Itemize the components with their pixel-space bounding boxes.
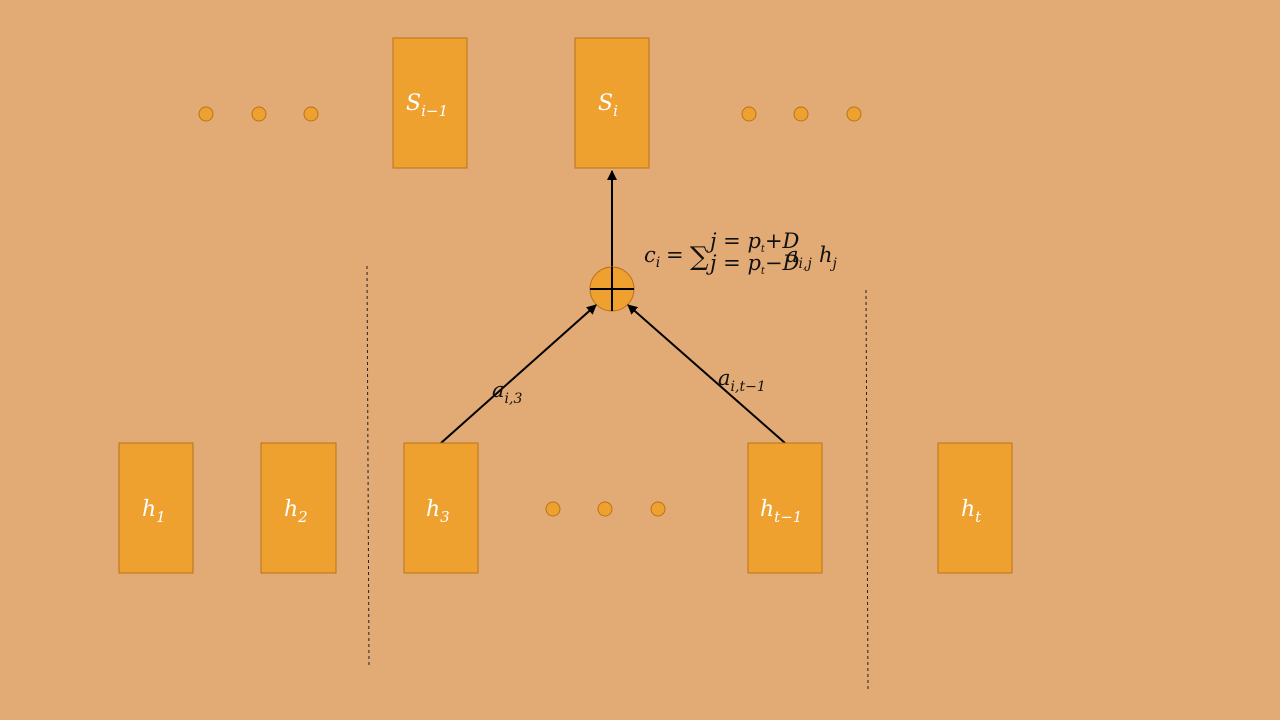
encoder-state-h1: h1 (118, 442, 194, 574)
window-left-boundary (366, 265, 370, 667)
formula-upper-limit: j = pt+D (706, 229, 800, 255)
encoder-state-h2-label: h2 (284, 497, 308, 526)
encoder-state-h-t-minus-1: ht−1 (747, 442, 823, 574)
formula-weight-term: ai,j (786, 243, 812, 272)
ellipsis-dot-icon (303, 106, 319, 122)
decoder-state-current-label: Si (598, 91, 618, 120)
ellipsis-dot-icon (650, 501, 666, 517)
ellipsis-dot-icon (793, 106, 809, 122)
formula-lower-limit: j = pt−D (706, 251, 800, 277)
decoder-state-prev: Si−1 (392, 37, 468, 169)
circle-plus-icon (589, 266, 635, 312)
encoder-state-h-t-label: ht (961, 497, 982, 526)
encoder-state-h3-label: h3 (426, 497, 450, 526)
encoder-state-h-t-minus-1-label: ht−1 (760, 497, 802, 526)
encoder-state-h1-label: h1 (142, 497, 166, 526)
formula-lhs: ci (644, 243, 660, 271)
weight-label-left: ai,3 (492, 378, 522, 407)
formula-equals: = (666, 243, 684, 267)
formula-sum-symbol: ∑ (690, 242, 709, 272)
decoder-state-current: Si (574, 37, 650, 169)
weight-label-right: ai,t−1 (718, 366, 766, 395)
ellipsis-dot-icon (251, 106, 267, 122)
encoder-state-h2: h2 (260, 442, 337, 574)
decoder-state-prev-label: Si−1 (406, 91, 448, 120)
ellipsis-dot-icon (846, 106, 862, 122)
formula-hidden-term: hj (819, 243, 838, 272)
ellipsis-dot-icon (741, 106, 757, 122)
context-formula: ci = ∑ j = pt+D j = pt−D ai,j hj (644, 229, 838, 277)
encoder-state-h3: h3 (403, 442, 479, 574)
ellipsis-dot-icon (597, 501, 613, 517)
ellipsis-dot-icon (545, 501, 561, 517)
window-right-boundary (865, 289, 869, 691)
ellipsis-dot-icon (198, 106, 214, 122)
attention-arrow-left (440, 304, 597, 444)
attention-arrow-right (627, 304, 786, 444)
encoder-state-h-t: ht (937, 442, 1013, 574)
